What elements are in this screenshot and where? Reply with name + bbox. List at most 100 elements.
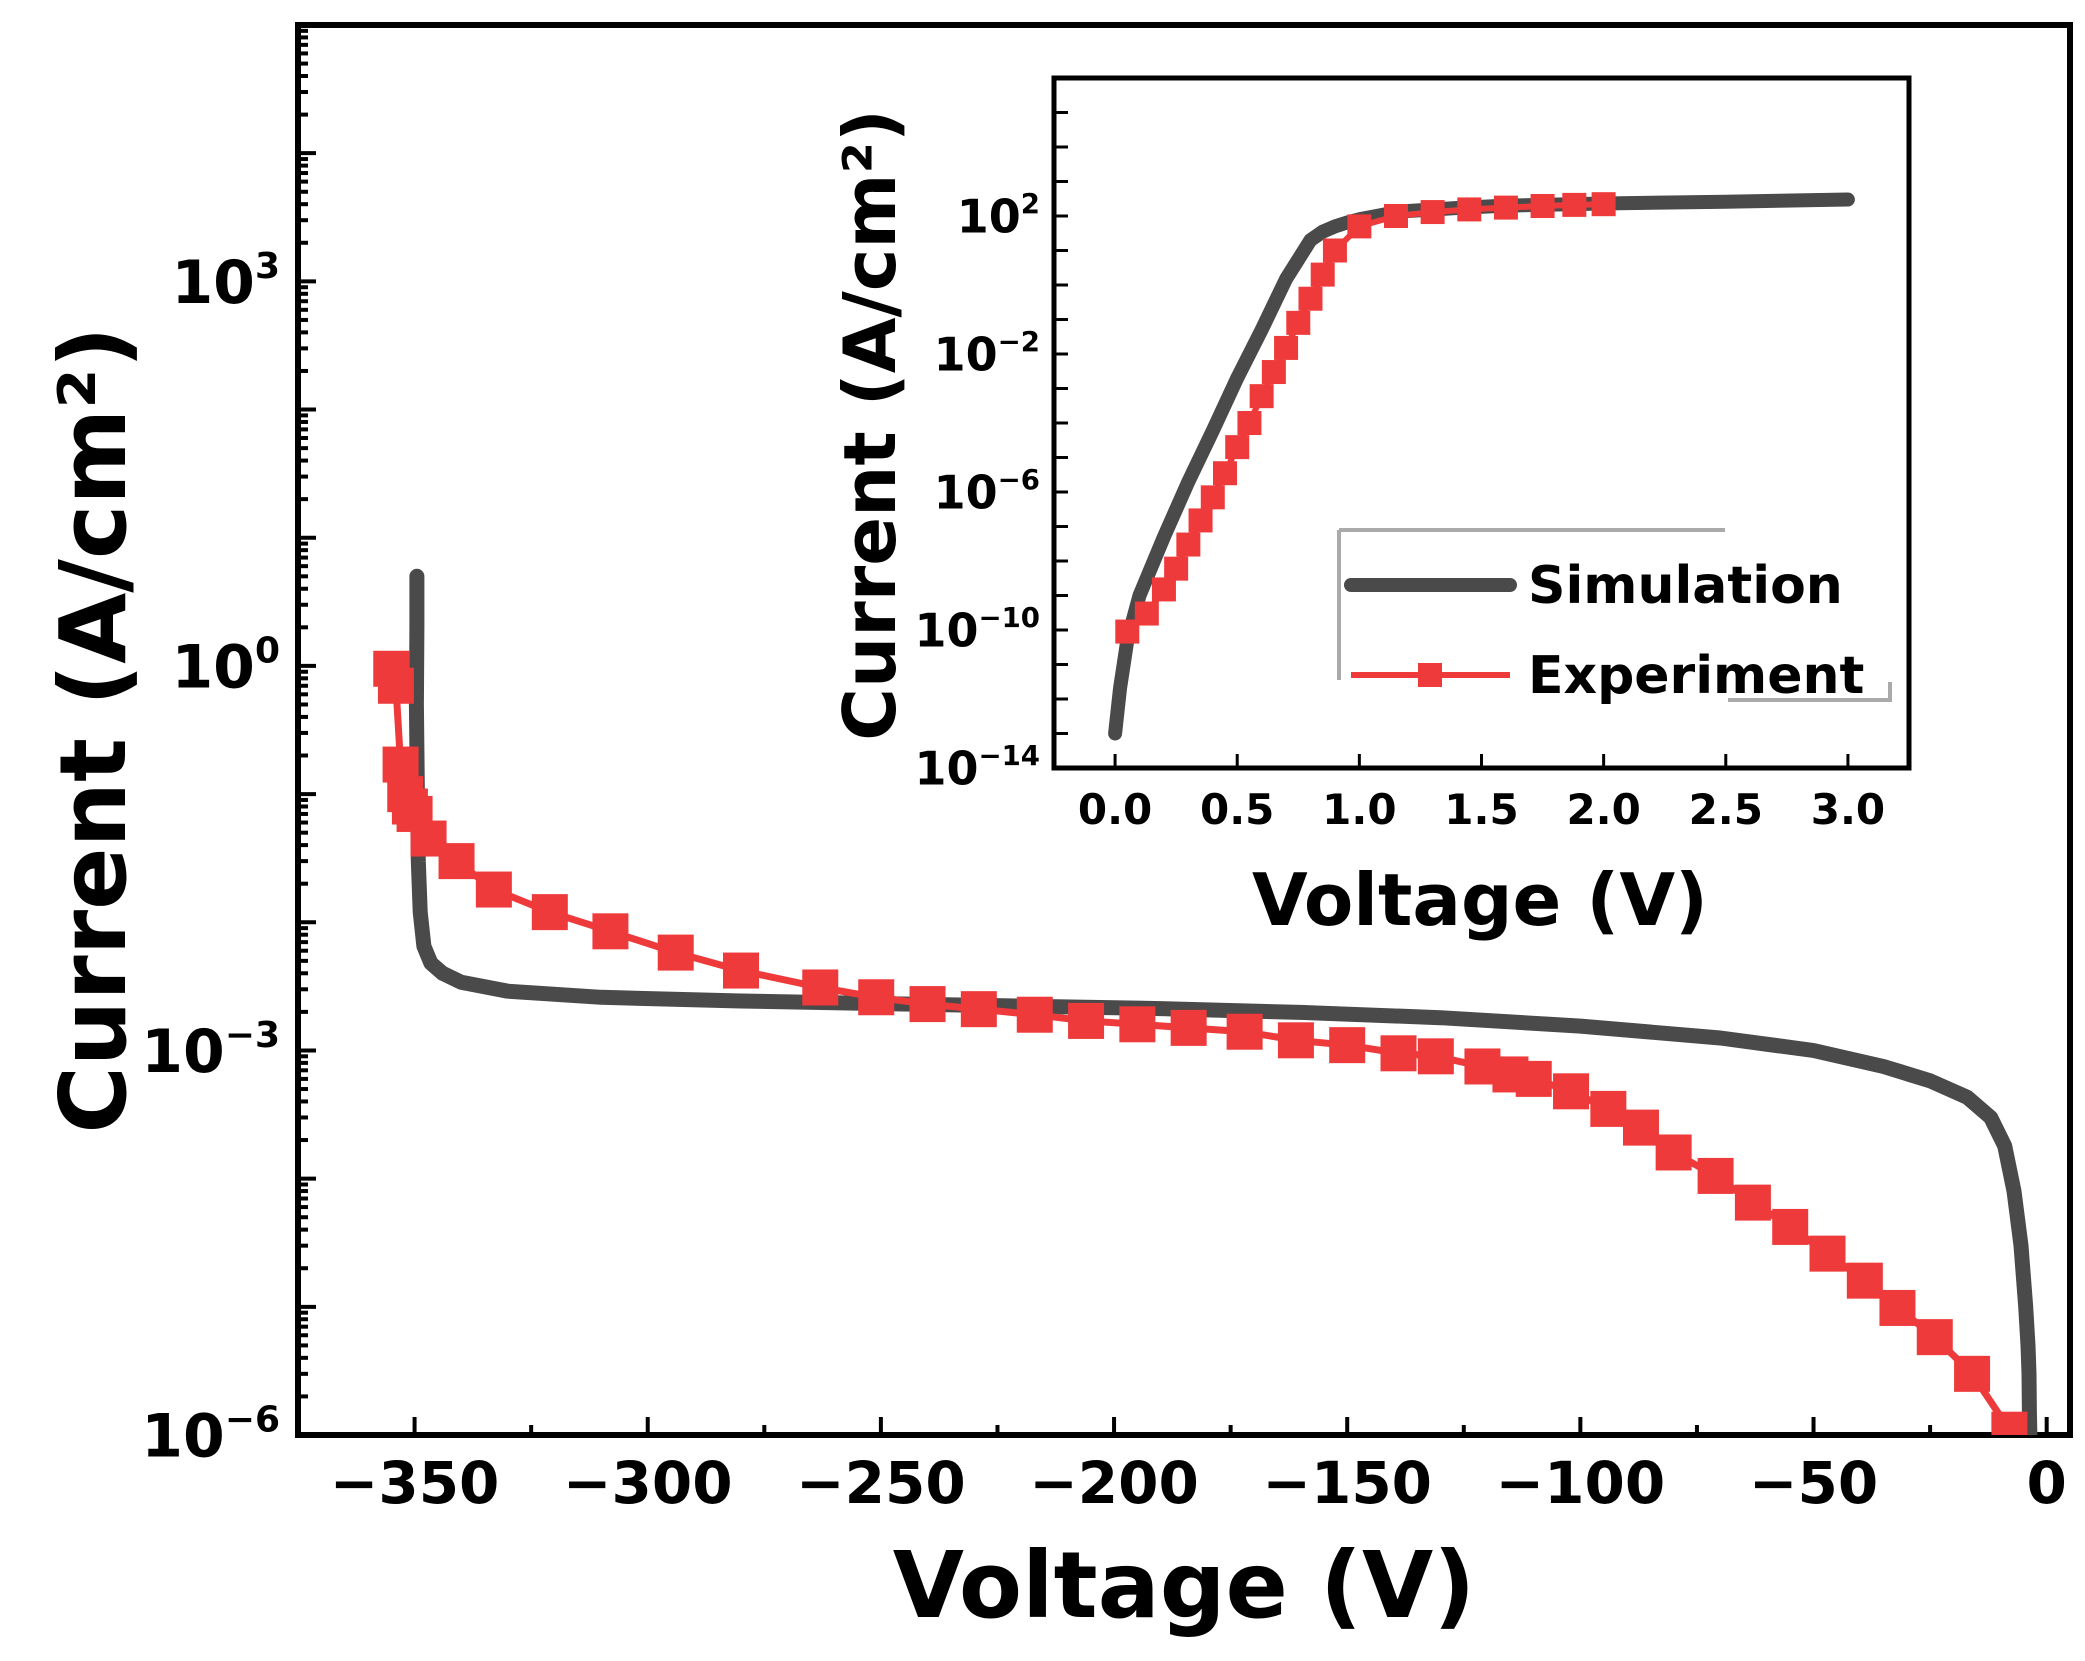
main-experiment-marker	[438, 843, 475, 880]
main-x-tick-label: −100	[1496, 1449, 1666, 1517]
inset-y-tick-base: 10	[934, 328, 998, 382]
main-experiment-marker	[1170, 1009, 1207, 1046]
inset-experiment-marker	[1591, 192, 1616, 217]
inset-x-tick-label: 0.5	[1200, 785, 1274, 834]
main-x-tick-label: −300	[563, 1449, 733, 1517]
inset-y-tick-label: 10−2	[934, 325, 1040, 381]
inset-y-tick-base: 10	[914, 604, 978, 658]
main-experiment-marker	[723, 952, 759, 989]
inset-experiment-marker	[1310, 262, 1335, 287]
main-x-tick-label: −150	[1262, 1449, 1432, 1517]
main-y-tick-label: 10−3	[141, 1015, 280, 1087]
main-x-tick-label: −350	[330, 1449, 500, 1517]
inset-experiment-marker	[1347, 214, 1372, 239]
main-experiment-marker	[1068, 1002, 1105, 1039]
inset-x-tick-label: 2.5	[1689, 785, 1763, 834]
inset-y-tick-exponent: −14	[978, 739, 1040, 772]
inset-x-tick-label: 1.5	[1444, 785, 1518, 834]
main-series-clip	[373, 568, 2038, 1435]
main-experiment-marker	[1329, 1027, 1366, 1064]
main-x-axis-title: Voltage (V)	[893, 1532, 1476, 1639]
main-experiment-marker	[1655, 1134, 1692, 1171]
main-series-group	[373, 568, 2038, 1435]
main-experiment-marker	[1809, 1235, 1846, 1272]
inset-background	[1054, 78, 1909, 768]
main-experiment-marker	[1226, 1013, 1263, 1050]
main-experiment-marker	[960, 991, 997, 1028]
main-experiment-marker	[1380, 1035, 1417, 1072]
main-y-tick-base: 10	[171, 248, 255, 318]
inset-y-tick-exponent: −10	[978, 601, 1040, 634]
inset-experiment-marker	[1176, 532, 1201, 557]
main-experiment-marker	[1553, 1073, 1590, 1110]
inset-x-tick-label: 2.0	[1566, 785, 1640, 834]
main-experiment-marker	[1119, 1006, 1156, 1043]
main-experiment-marker	[1622, 1109, 1659, 1146]
main-y-tick-base: 10	[171, 633, 255, 703]
main-simulation-line	[408, 568, 2038, 1435]
inset-experiment-marker	[1274, 335, 1299, 360]
inset-experiment-marker	[1261, 360, 1286, 385]
main-x-tick-label: −200	[1029, 1449, 1199, 1517]
inset-experiment-marker	[1562, 192, 1587, 217]
main-y-tick-exponent: −6	[225, 1399, 280, 1440]
inset-experiment-marker	[1457, 197, 1482, 222]
inset-experiment-marker	[1384, 204, 1408, 228]
main-y-tick-label: 100	[171, 630, 280, 702]
main-x-axis: −350 −300 −250 −200 −150 −100 −50 0	[296, 1417, 2067, 1517]
inset-x-tick-label: 3.0	[1811, 785, 1885, 834]
inset-experiment-marker	[1286, 310, 1311, 335]
main-experiment-marker	[1916, 1319, 1953, 1356]
legend-frame-bottom-right	[1728, 682, 1892, 702]
inset-experiment-marker	[1225, 435, 1250, 460]
inset-experiment-marker	[1249, 384, 1274, 409]
main-chart: −350 −300 −250 −200 −150 −100 −50 0 10−610−3100…	[40, 22, 2073, 1639]
main-y-tick-exponent: 0	[255, 630, 280, 671]
inset-x-axis-title: Voltage (V)	[1252, 858, 1708, 942]
main-experiment-marker	[1417, 1038, 1454, 1075]
inset-experiment-marker	[1420, 200, 1445, 225]
inset-experiment-marker	[1164, 556, 1189, 581]
inset-experiment-marker	[1200, 485, 1225, 510]
inset-x-tick-label: 0.0	[1078, 785, 1152, 834]
main-experiment-marker	[909, 986, 946, 1023]
main-y-tick-exponent: 3	[255, 246, 280, 287]
inset-y-tick-exponent: −2	[998, 325, 1040, 358]
inset-experiment-marker	[1213, 461, 1237, 486]
inset-series-group	[1108, 192, 1855, 741]
main-experiment-marker	[1991, 1411, 2028, 1435]
inset-y-tick-base: 10	[957, 190, 1021, 244]
inset-y-tick-exponent: 2	[1021, 187, 1040, 220]
inset-experiment-marker	[1322, 238, 1347, 263]
inset-chart: 0.0 0.5 1.0 1.5 2.0 2.5 3.0 10−1410−1010−610−2…	[828, 75, 1912, 942]
inset-legend: Simulation Experiment	[1337, 528, 1892, 706]
main-y-axis-title: Current (A/cm²)	[40, 326, 147, 1133]
inset-experiment-marker	[1237, 411, 1262, 435]
inset-y-tick-label: 10−14	[914, 739, 1040, 795]
main-x-tick-label: 0	[2027, 1449, 2067, 1517]
main-experiment-marker	[1016, 996, 1053, 1033]
main-experiment-marker	[531, 894, 568, 931]
main-experiment-marker	[858, 979, 895, 1016]
main-y-tick-label: 103	[171, 246, 280, 318]
inset-y-tick-base: 10	[914, 742, 978, 796]
inset-experiment-marker	[1493, 195, 1518, 220]
main-experiment-marker	[1515, 1060, 1552, 1097]
main-experiment-marker	[802, 969, 839, 1006]
main-experiment-marker	[657, 934, 694, 971]
legend-experiment-marker	[1418, 663, 1442, 687]
main-experiment-marker	[592, 913, 629, 950]
main-y-tick-label: 10−6	[141, 1399, 280, 1471]
inset-y-tick-label: 10−6	[934, 463, 1040, 519]
main-experiment-marker	[1772, 1208, 1809, 1245]
main-y-tick-base: 10	[141, 1402, 225, 1472]
main-experiment-marker	[1734, 1184, 1771, 1221]
inset-experiment-marker	[1188, 508, 1213, 533]
inset-experiment-marker	[1134, 601, 1159, 626]
inset-x-tick-label: 1.0	[1322, 785, 1396, 834]
main-experiment-marker	[1846, 1262, 1883, 1299]
inset-y-tick-base: 10	[934, 466, 998, 520]
legend-experiment-label: Experiment	[1528, 646, 1864, 706]
